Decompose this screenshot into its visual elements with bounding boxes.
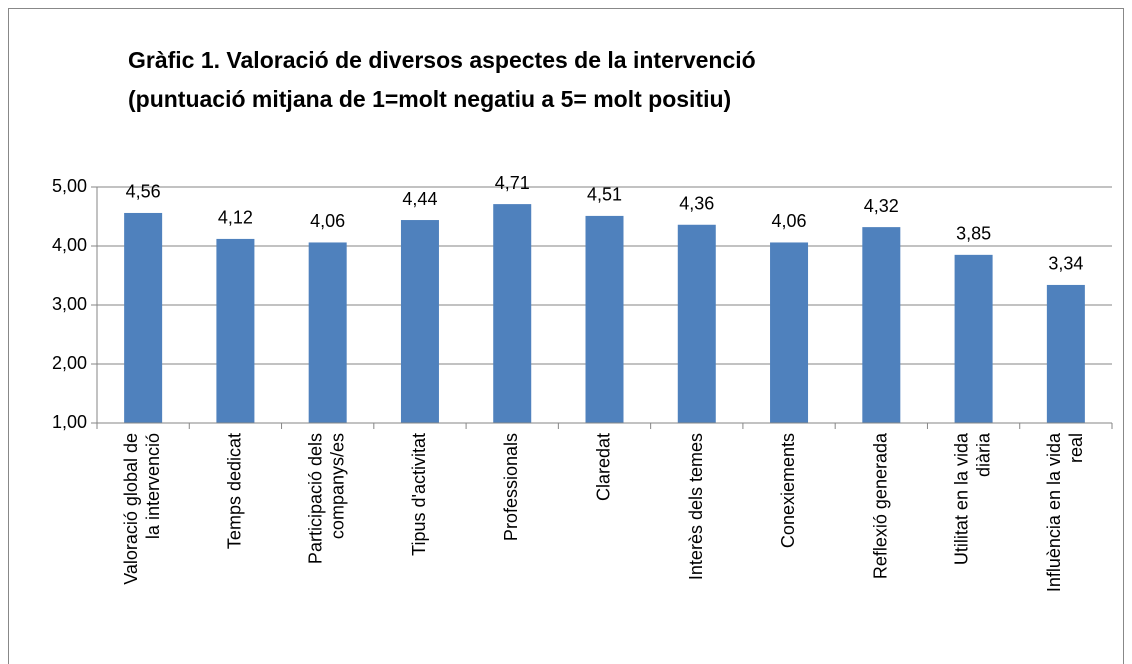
value-label: 4,56 — [126, 182, 161, 202]
value-label: 4,51 — [587, 185, 622, 205]
value-label: 3,85 — [956, 224, 991, 244]
x-tick-label: Professionals — [501, 433, 521, 541]
bar — [124, 212, 163, 423]
x-tick-label: Utilitat en la vida diària — [951, 432, 993, 565]
x-tick-label: Conexiements — [778, 433, 798, 548]
value-label: 4,71 — [495, 173, 530, 193]
bar — [677, 224, 716, 423]
chart-border — [8, 8, 1124, 664]
bar — [954, 254, 993, 423]
y-tick-label: 2,00 — [52, 353, 87, 373]
bar — [400, 220, 439, 423]
value-label: 4,12 — [218, 208, 253, 228]
y-tick-label: 3,00 — [52, 294, 87, 314]
value-label: 4,36 — [679, 194, 714, 214]
x-tick-label: Participació dels companys/es — [305, 433, 347, 564]
x-tick-label: Interès dels temes — [686, 433, 706, 580]
x-tick-label: Claredat — [593, 433, 613, 501]
chart-title: (puntuació mitjana de 1=molt negatiu a 5… — [128, 86, 731, 112]
bar — [308, 242, 347, 423]
chart-title: Gràfic 1. Valoració de diversos aspectes… — [128, 47, 756, 73]
bar — [1046, 284, 1085, 423]
value-label: 3,34 — [1048, 254, 1083, 274]
bar — [862, 227, 901, 423]
value-label: 4,06 — [310, 211, 345, 231]
bar — [216, 238, 255, 423]
x-tick-label: Influència en la vida real — [1044, 432, 1086, 592]
x-tick-label: Temps dedicat — [224, 433, 244, 549]
y-tick-label: 5,00 — [52, 176, 87, 196]
value-label: 4,44 — [402, 189, 437, 209]
x-tick-label: Tipus d'activitat — [409, 433, 429, 556]
value-label: 4,06 — [772, 211, 807, 231]
bar — [585, 215, 624, 423]
x-tick-label: Valoració global de la intervenció — [121, 433, 163, 585]
value-label: 4,32 — [864, 196, 899, 216]
y-tick-label: 4,00 — [52, 235, 87, 255]
bar — [770, 242, 809, 423]
x-tick-label: Reflexió generada — [870, 432, 890, 579]
y-tick-label: 1,00 — [52, 412, 87, 432]
bar — [493, 204, 532, 423]
